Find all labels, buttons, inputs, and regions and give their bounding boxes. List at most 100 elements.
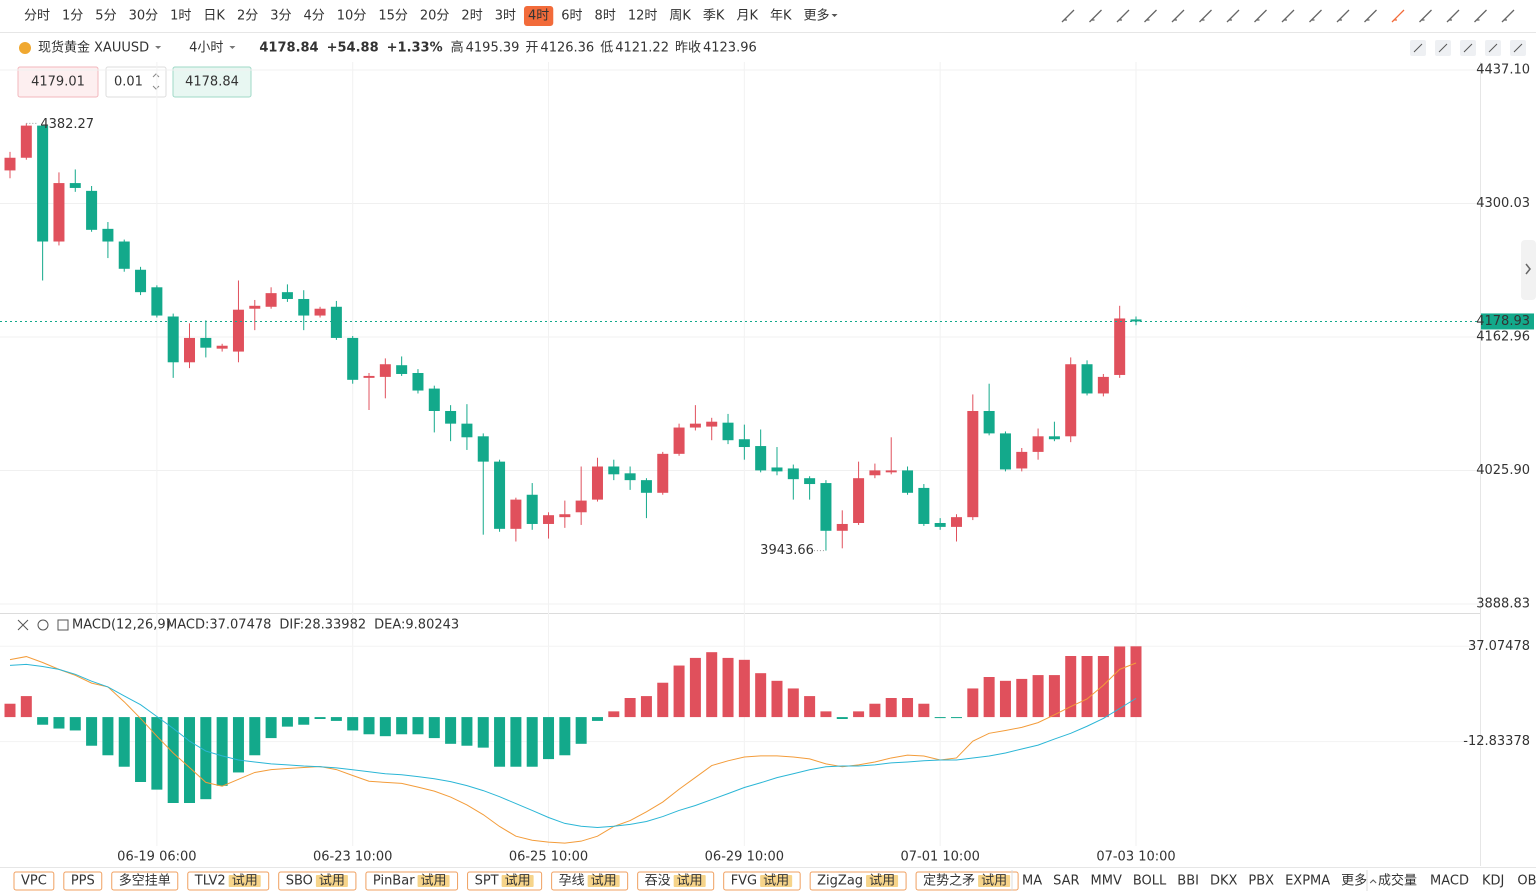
timeframe-button[interactable]: 6时: [561, 9, 582, 24]
side-tab-arrow[interactable]: [1525, 263, 1531, 275]
plugin-name[interactable]: 孕线: [559, 874, 585, 889]
indicator-button[interactable]: EXPMA: [1285, 874, 1330, 889]
plugin-name[interactable]: PPS: [71, 874, 95, 889]
expand-icon[interactable]: [57, 619, 69, 631]
timeframe-button[interactable]: 1分: [62, 9, 83, 24]
trial-label[interactable]: 试用: [505, 874, 531, 889]
timeframe-button[interactable]: 3分: [270, 9, 291, 24]
pane-tool-glyph[interactable]: [1463, 43, 1473, 53]
timeframe-button[interactable]: 分时: [24, 9, 50, 24]
tool-icon[interactable]: [1501, 9, 1515, 23]
tool-icon[interactable]: [1336, 9, 1350, 23]
sub-indicator-button[interactable]: 成交量: [1378, 873, 1417, 889]
timeframe-button[interactable]: 2时: [461, 9, 482, 24]
buy-box[interactable]: [172, 66, 252, 98]
timeframe-button[interactable]: 8时: [595, 9, 616, 24]
timeframe-button[interactable]: 年K: [770, 9, 792, 24]
sub-indicator-button[interactable]: KDJ: [1482, 874, 1504, 889]
tool-icon[interactable]: [1061, 9, 1075, 23]
sub-indicator-button[interactable]: MACD: [1430, 874, 1469, 889]
trial-label[interactable]: 试用: [677, 874, 703, 889]
tool-icon[interactable]: [1144, 9, 1157, 23]
more-arrow[interactable]: [1369, 879, 1377, 884]
spinner[interactable]: [152, 73, 160, 90]
dropdown-arrow[interactable]: [831, 14, 838, 17]
buy-price[interactable]: 4178.84: [185, 75, 239, 90]
plugin-name[interactable]: VPC: [21, 874, 47, 889]
timeframe-button[interactable]: 4分: [304, 9, 325, 24]
trial-label[interactable]: 试用: [421, 874, 447, 889]
sub-indicator-button[interactable]: OBV: [1517, 874, 1536, 889]
more-button[interactable]: 更多: [804, 8, 830, 24]
pane-tool-glyph[interactable]: [1438, 43, 1448, 53]
sell-box[interactable]: [17, 66, 99, 98]
timeframe-button[interactable]: 4时: [528, 9, 549, 24]
trial-tag[interactable]: [417, 875, 450, 887]
trial-tag[interactable]: [587, 875, 620, 887]
timeframe-button[interactable]: 2分: [237, 9, 258, 24]
pane-tool-glyph[interactable]: [1413, 43, 1423, 53]
tool-icon[interactable]: [1474, 9, 1487, 23]
tool-icon[interactable]: [1391, 9, 1405, 23]
plugin-name[interactable]: ZigZag: [817, 874, 863, 889]
settings-icon[interactable]: [37, 619, 49, 631]
tool-icon[interactable]: [1364, 9, 1377, 23]
plugin-name[interactable]: FVG: [731, 874, 757, 889]
plugin-chip[interactable]: [111, 871, 179, 891]
plugin-name[interactable]: SPT: [475, 874, 499, 889]
pane-tool-glyph[interactable]: [1488, 43, 1498, 53]
dropdown-arrow[interactable]: [155, 46, 162, 49]
plugin-name[interactable]: 多空挂单: [119, 873, 171, 889]
tool-icon[interactable]: [1116, 9, 1130, 23]
trial-label[interactable]: 试用: [981, 874, 1007, 889]
pane-tool-glyph[interactable]: [1513, 43, 1523, 53]
trial-label[interactable]: 试用: [319, 874, 345, 889]
tool-icon[interactable]: [1226, 9, 1240, 23]
plugin-chip[interactable]: [13, 871, 55, 891]
timeframe-button[interactable]: 1时: [170, 9, 191, 24]
indicator-button[interactable]: DKX: [1210, 874, 1238, 889]
trial-tag[interactable]: [978, 875, 1011, 887]
timeframe-active-bg[interactable]: [523, 6, 554, 26]
timeframe-button[interactable]: 30分: [129, 9, 159, 24]
timeframe-button[interactable]: 5分: [95, 9, 116, 24]
timeframe-button[interactable]: 周K: [669, 9, 691, 24]
trial-tag[interactable]: [866, 875, 899, 887]
timeframe-button[interactable]: 日K: [203, 9, 225, 24]
trial-label[interactable]: 试用: [869, 874, 895, 889]
plugin-name[interactable]: 吞没: [645, 874, 671, 889]
indicator-button[interactable]: PBX: [1248, 874, 1274, 889]
timeframe-button[interactable]: 10分: [337, 9, 367, 24]
close-icon[interactable]: [17, 619, 29, 631]
tool-icon[interactable]: [1089, 9, 1102, 23]
lots[interactable]: 0.01: [114, 75, 143, 90]
timeframe-button[interactable]: 15分: [378, 9, 408, 24]
trial-tag[interactable]: [760, 875, 793, 887]
timeframe-button[interactable]: 20分: [420, 9, 450, 24]
tool-icon[interactable]: [1419, 9, 1432, 23]
lots-box[interactable]: [105, 66, 167, 98]
dropdown-arrow[interactable]: [229, 46, 236, 49]
trial-tag[interactable]: [673, 875, 706, 887]
tool-icon[interactable]: [1309, 9, 1322, 23]
trial-tag[interactable]: [501, 875, 534, 887]
tool-icon[interactable]: [1199, 9, 1212, 23]
timeframe-button[interactable]: 季K: [703, 9, 725, 24]
tool-icon[interactable]: [1446, 9, 1460, 23]
plugin-name[interactable]: SBO: [286, 874, 313, 889]
indicator-more[interactable]: 更多: [1341, 873, 1367, 889]
tool-icon[interactable]: [1254, 9, 1267, 23]
sell-price[interactable]: 4179.01: [31, 75, 85, 90]
plugin-chip[interactable]: [63, 871, 103, 891]
trial-tag[interactable]: [228, 875, 261, 887]
plugin-name[interactable]: 定势之矛: [923, 873, 975, 889]
indicator-button[interactable]: MA: [1022, 874, 1042, 889]
indicator-button[interactable]: SAR: [1053, 874, 1079, 889]
trial-label[interactable]: 试用: [763, 874, 789, 889]
timeframe-button[interactable]: 12时: [628, 9, 658, 24]
timeframe-button[interactable]: 月K: [736, 9, 758, 24]
indicator-button[interactable]: BBI: [1177, 874, 1199, 889]
indicator-button[interactable]: BOLL: [1133, 874, 1167, 889]
trial-label[interactable]: 试用: [232, 874, 258, 889]
tool-icon[interactable]: [1281, 9, 1295, 23]
